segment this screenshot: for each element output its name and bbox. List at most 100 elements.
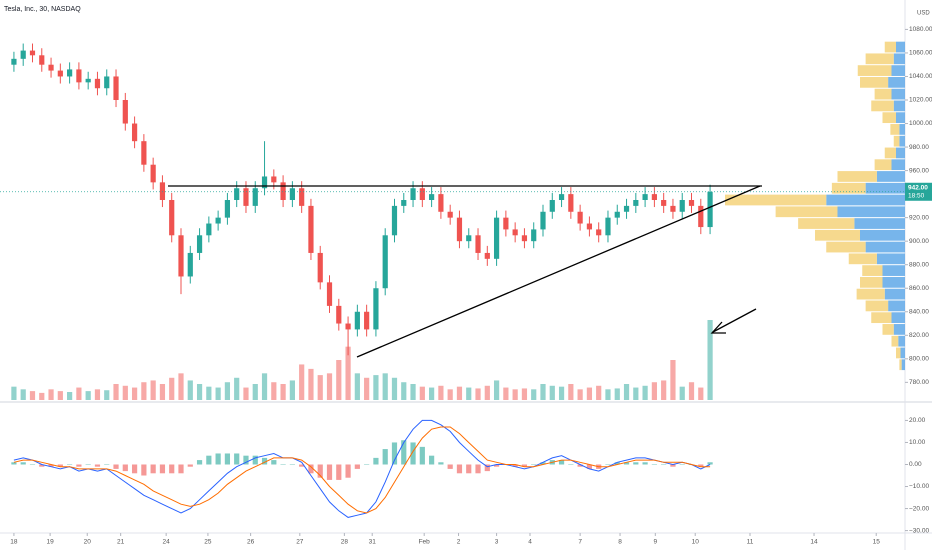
candle-body: [215, 217, 221, 224]
macd-histogram: [429, 455, 435, 465]
candle-body: [178, 235, 184, 277]
candle-body: [642, 194, 648, 200]
macd-histogram: [642, 462, 648, 465]
volume-bar: [549, 385, 555, 400]
candle-body: [447, 211, 453, 218]
x-tick-label: 8: [618, 539, 622, 546]
candle-body: [308, 205, 314, 253]
volume-bar: [707, 320, 713, 400]
candle-body: [196, 235, 203, 253]
profile-up: [893, 324, 905, 335]
volume-bar: [131, 387, 138, 400]
profile-down: [837, 171, 877, 182]
candle-body: [391, 205, 398, 236]
volume-bar: [521, 388, 528, 400]
macd-histogram: [76, 464, 82, 467]
macd-histogram: [373, 457, 379, 465]
volume-bar: [401, 382, 407, 400]
profile-down: [865, 53, 894, 65]
volume-bar: [577, 389, 583, 400]
profile-down: [890, 124, 900, 135]
volume-bar: [187, 380, 193, 400]
macd-histogram: [419, 446, 425, 465]
candle-body: [438, 194, 444, 212]
profile-down: [893, 135, 900, 147]
signal-line: [13, 426, 711, 514]
volume-bar: [206, 386, 212, 400]
profile-up: [865, 182, 905, 194]
profile-up: [896, 147, 905, 159]
x-tick-label: 10: [692, 539, 700, 546]
profile-up: [876, 171, 905, 182]
volume-bar: [224, 382, 231, 400]
volume-bar: [661, 380, 667, 400]
candle-body: [224, 200, 231, 218]
volume-bar: [531, 389, 537, 400]
candle-body: [484, 252, 490, 259]
candle-body: [104, 76, 110, 89]
candle-body: [234, 188, 240, 200]
x-tick-label: 26: [247, 539, 255, 546]
volume-bar: [299, 364, 305, 400]
volume-bar: [438, 385, 444, 400]
volume-bar: [373, 375, 379, 400]
profile-down: [798, 218, 855, 229]
profile-down: [860, 276, 883, 288]
candle-body: [252, 188, 258, 206]
volume-bar: [196, 384, 203, 400]
profile-down: [882, 112, 896, 124]
volume-bar: [11, 386, 17, 400]
volume-bar: [410, 384, 416, 400]
x-tick-label: 9: [654, 539, 658, 546]
macd-histogram: [364, 464, 370, 465]
macd-histogram: [141, 464, 147, 476]
macd-histogram: [475, 464, 481, 474]
macd-histogram: [410, 442, 416, 465]
volume-bar: [85, 391, 91, 400]
volume-bar: [558, 386, 565, 400]
profile-up: [899, 124, 905, 135]
volume-bar: [614, 388, 620, 400]
volume-bar: [289, 380, 295, 400]
macd-histogram: [447, 464, 453, 469]
volume-bar: [67, 392, 73, 400]
profile-up: [891, 312, 905, 324]
volume-bar: [178, 373, 184, 400]
volume-bar: [215, 387, 221, 400]
y-tick-label: 1000.00: [909, 120, 932, 127]
macd-histogram: [271, 460, 277, 465]
candle-body: [419, 188, 425, 200]
volume-bar: [150, 380, 156, 400]
volume-bar: [308, 368, 314, 400]
x-tick-label: 18: [10, 539, 18, 546]
macd-histogram: [131, 464, 138, 474]
candle-body: [113, 76, 119, 100]
volume-bar: [345, 346, 351, 400]
macd-histogram: [206, 455, 212, 465]
volume-bar: [670, 360, 676, 400]
y-tick-label: 1080.00: [909, 26, 932, 33]
macd-histogram: [94, 464, 101, 467]
candle-body: [623, 205, 630, 212]
candle-body: [57, 70, 63, 77]
volume-bar: [605, 389, 611, 400]
macd-histogram: [159, 464, 166, 474]
profile-down: [848, 253, 877, 265]
candle-body: [670, 205, 676, 212]
macd-histogram: [57, 464, 63, 467]
x-tick-label: 14: [810, 539, 818, 546]
y-tick-label: 1060.00: [909, 50, 932, 57]
macd-histogram: [252, 455, 258, 465]
macd-histogram: [317, 464, 323, 478]
candle-body: [614, 211, 620, 218]
macd-histogram: [39, 464, 45, 467]
volume-bar: [623, 384, 630, 400]
candle-body: [206, 223, 212, 236]
macd-histogram: [243, 455, 249, 465]
volume-bar: [20, 389, 26, 400]
x-tick-label: 20: [84, 539, 92, 546]
profile-up: [901, 359, 905, 371]
y-tick-label: 800.00: [909, 356, 929, 363]
profile-up: [854, 218, 905, 229]
macd-histogram: [670, 464, 676, 467]
